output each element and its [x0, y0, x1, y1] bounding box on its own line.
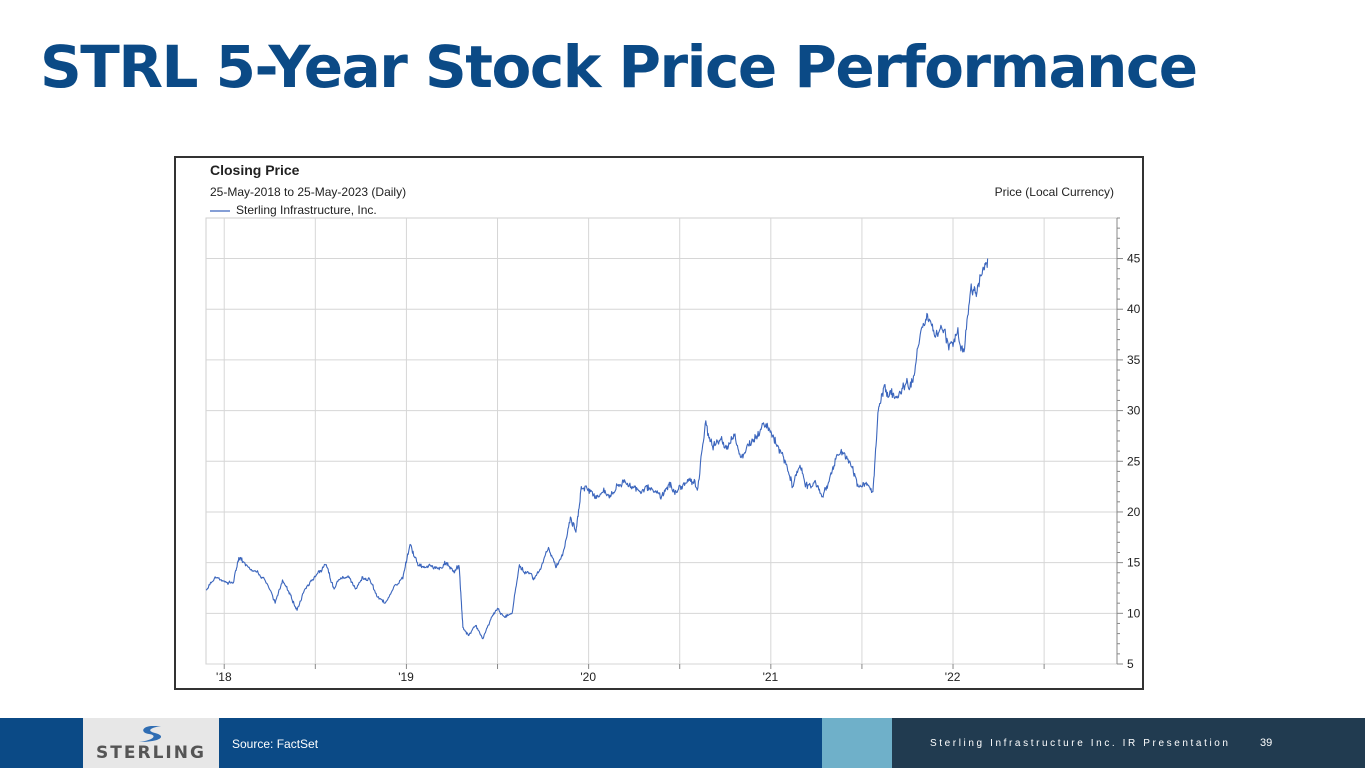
series-line-sterling	[205, 258, 989, 640]
footer-dark-band	[892, 718, 1365, 768]
y-tick-label: 5	[1127, 657, 1134, 671]
legend-label: Sterling Infrastructure, Inc.	[236, 203, 377, 217]
y-axis: 5 10 15 20 25 30 35 40 45	[1116, 217, 1141, 671]
series-layer	[205, 258, 989, 640]
sterling-logo: STERLING	[83, 718, 219, 768]
x-tick-label: '20	[580, 670, 596, 684]
chart-frame: Closing Price 25-May-2018 to 25-May-2023…	[174, 156, 1144, 690]
y-tick-label: 35	[1127, 353, 1141, 367]
presentation-title: Sterling Infrastructure Inc. IR Presenta…	[930, 738, 1231, 749]
plot-area	[205, 217, 1118, 665]
footer: STERLING Source: FactSet Sterling Infras…	[0, 718, 1365, 768]
y-tick-label: 25	[1127, 454, 1141, 468]
y-tick-label: 20	[1127, 505, 1141, 519]
chart-subtitle: 25-May-2018 to 25-May-2023 (Daily)	[210, 185, 406, 199]
y-tick-label: 15	[1127, 556, 1141, 570]
chart-title: Closing Price	[210, 162, 300, 178]
footer-light-band	[822, 718, 892, 768]
page-number: 39	[1260, 737, 1273, 749]
x-tick-label: '19	[398, 670, 414, 684]
y-tick-label: 45	[1127, 252, 1141, 266]
y-tick-label: 40	[1127, 302, 1141, 316]
source-note: Source: FactSet	[232, 737, 319, 751]
sterling-swoosh-icon	[139, 726, 162, 742]
y-tick-label: 30	[1127, 404, 1141, 418]
x-tick-label: '22	[945, 670, 961, 684]
x-tick-label: '18	[216, 670, 232, 684]
slide-title: STRL 5-Year Stock Price Performance	[40, 33, 1198, 101]
x-tick-label: '21	[763, 670, 779, 684]
x-axis: '18 '19 '20 '21 '22	[216, 664, 1045, 684]
grid	[205, 217, 1118, 665]
y-axis-label: Price (Local Currency)	[995, 185, 1114, 199]
closing-price-chart: Closing Price 25-May-2018 to 25-May-2023…	[205, 162, 1141, 684]
y-tick-label: 10	[1127, 606, 1141, 620]
logo-wordmark: STERLING	[96, 743, 206, 763]
